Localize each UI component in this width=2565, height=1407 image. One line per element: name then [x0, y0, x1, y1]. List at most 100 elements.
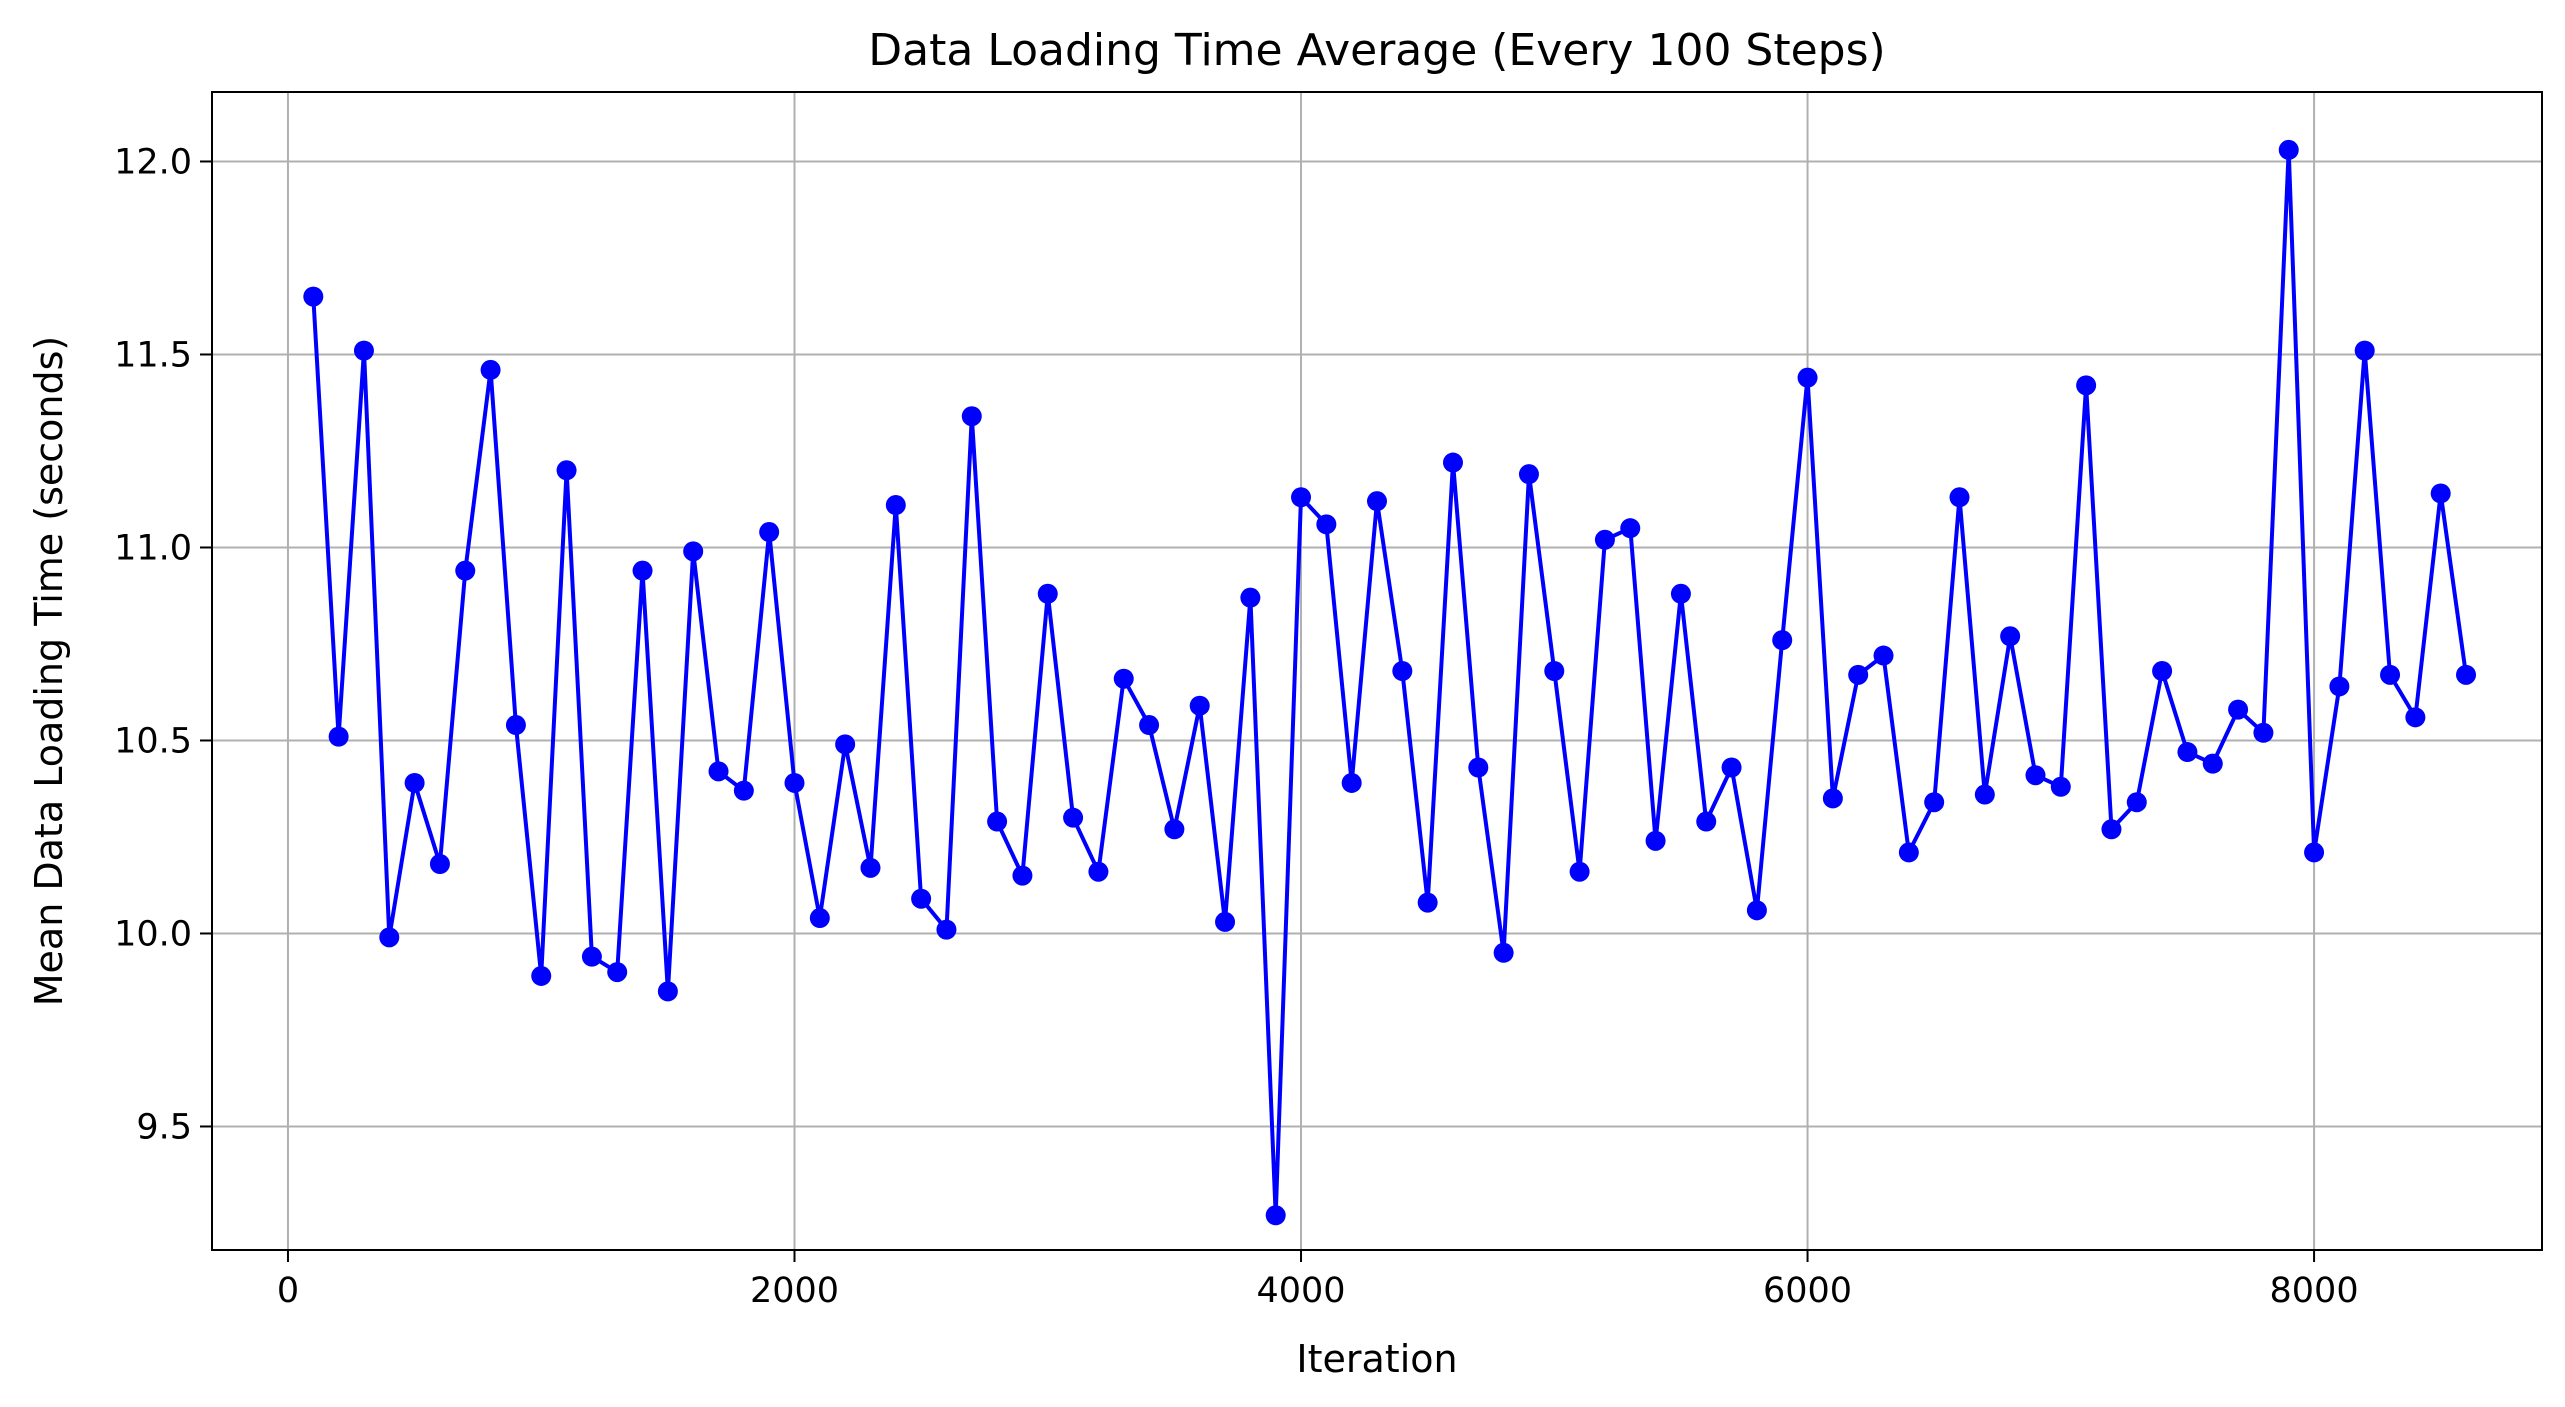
data-point — [1822, 788, 1843, 809]
y-tick-label: 12.0 — [114, 142, 192, 182]
data-point — [1721, 757, 1742, 778]
data-point — [911, 888, 932, 909]
plot-frame — [211, 91, 2543, 1251]
data-point — [1240, 587, 1261, 608]
y-tick-label: 11.5 — [114, 335, 192, 375]
grid-lines — [212, 92, 2542, 1250]
data-point — [1037, 583, 1058, 604]
data-point — [2025, 765, 2046, 786]
data-point — [1696, 811, 1717, 832]
data-point — [531, 965, 552, 986]
data-point — [2076, 375, 2097, 396]
data-point — [1088, 861, 1109, 882]
data-point — [885, 495, 906, 516]
data-point — [1215, 911, 1236, 932]
data-point — [2253, 722, 2274, 743]
data-point — [1164, 819, 1185, 840]
x-tick-label: 6000 — [1763, 1271, 1852, 1311]
data-point — [1949, 487, 1970, 508]
data-point — [379, 927, 400, 948]
data-point — [1493, 942, 1514, 963]
data-point — [2430, 483, 2451, 504]
data-point — [1392, 661, 1413, 681]
data-point — [987, 811, 1008, 832]
data-point — [1924, 792, 1945, 813]
data-point — [1974, 784, 1995, 805]
data-point — [1341, 772, 1362, 793]
data-point — [2456, 664, 2477, 685]
y-tick-label: 9.5 — [136, 1107, 192, 1147]
data-point — [1063, 807, 1084, 828]
data-point — [2329, 676, 2350, 697]
data-point — [632, 560, 653, 581]
data-point — [835, 734, 856, 755]
data-point — [1645, 830, 1666, 851]
data-point — [480, 359, 501, 380]
series-line — [311, 147, 2468, 1218]
y-tick-label: 11.0 — [114, 528, 192, 568]
data-point — [2304, 842, 2325, 863]
data-point — [733, 780, 754, 801]
data-point — [581, 946, 602, 967]
data-point — [404, 772, 425, 793]
data-point — [505, 715, 526, 736]
data-point — [1772, 630, 1793, 651]
data-point — [1139, 715, 1160, 736]
data-point — [2354, 340, 2375, 361]
data-point — [303, 286, 324, 307]
data-point — [1594, 529, 1615, 550]
data-point — [657, 981, 678, 1002]
y-tick-label: 10.0 — [114, 914, 192, 954]
data-point — [455, 560, 476, 581]
chart-title: Data Loading Time Average (Every 100 Ste… — [868, 25, 1885, 76]
data-point — [1367, 491, 1387, 512]
y-axis-label: Mean Data Loading Time (seconds) — [27, 336, 71, 1006]
data-point — [1417, 892, 1438, 913]
data-point — [1442, 452, 1463, 473]
data-point — [2202, 753, 2223, 774]
data-point — [1544, 661, 1565, 681]
data-point — [1291, 487, 1312, 508]
data-point — [1569, 861, 1590, 882]
data-point — [2152, 661, 2173, 681]
data-point — [2126, 792, 2147, 813]
x-tick-label: 0 — [277, 1271, 299, 1311]
x-tick-label: 2000 — [750, 1271, 839, 1311]
data-point — [860, 857, 881, 878]
data-point — [708, 761, 729, 782]
data-point — [1012, 865, 1033, 886]
data-point — [1518, 464, 1539, 485]
data-point — [353, 340, 374, 361]
data-point — [1189, 695, 1210, 716]
data-point — [1620, 518, 1641, 539]
y-axis: 9.5 10.0 10.5 11.0 11.5 12.0 — [114, 142, 212, 1147]
y-tick-label: 10.5 — [114, 721, 192, 761]
data-point — [1670, 583, 1691, 604]
data-point — [429, 854, 450, 874]
data-point — [2405, 707, 2426, 728]
x-axis-label: Iteration — [1296, 1337, 1457, 1381]
data-point — [2228, 699, 2249, 720]
data-point — [2278, 139, 2299, 160]
data-point — [784, 772, 805, 793]
data-point — [2101, 819, 2122, 840]
data-point — [1113, 668, 1134, 689]
x-tick-label: 4000 — [1256, 1271, 1345, 1311]
data-point — [809, 908, 830, 929]
data-point — [1797, 367, 1818, 388]
x-tick-label: 8000 — [2270, 1271, 2359, 1311]
data-point — [2380, 664, 2401, 685]
data-point — [1746, 900, 1767, 921]
data-point — [1468, 757, 1489, 778]
data-point — [683, 541, 704, 562]
data-point — [1873, 645, 1894, 666]
data-point — [1265, 1205, 1286, 1226]
data-point — [1898, 842, 1919, 863]
x-axis: 0 2000 4000 6000 8000 — [277, 1250, 2359, 1311]
data-point — [961, 406, 982, 427]
data-point — [1848, 664, 1869, 685]
data-point — [2050, 776, 2071, 797]
